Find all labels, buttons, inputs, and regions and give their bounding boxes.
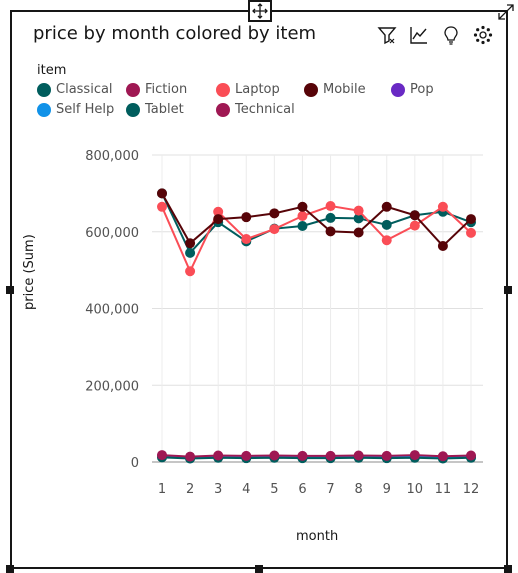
legend-swatch (216, 102, 230, 117)
settings-icon[interactable] (472, 24, 494, 46)
x-axis-label: month (296, 529, 339, 544)
legend-label: Tablet (145, 102, 184, 117)
line-chart-icon[interactable] (408, 24, 430, 46)
legend-item-tablet[interactable]: Tablet (126, 102, 184, 117)
legend-swatch (126, 102, 140, 117)
chart-title: price by month colored by item (33, 23, 317, 44)
lightbulb-icon[interactable] (440, 24, 462, 46)
legend-title: item (37, 63, 67, 78)
legend-item-classical[interactable]: Classical (37, 82, 113, 97)
legend-swatch (391, 82, 405, 97)
resize-handle-bottom-left[interactable] (6, 565, 14, 573)
legend-swatch (37, 82, 51, 97)
legend-label: Mobile (323, 82, 366, 97)
legend-label: Technical (235, 102, 295, 117)
move-icon[interactable] (248, 0, 272, 22)
y-axis-label: price (Sum) (22, 234, 37, 310)
resize-handle-bottom-right[interactable] (504, 565, 512, 573)
legend-label: Laptop (235, 82, 280, 97)
legend-item-self-help[interactable]: Self Help (37, 102, 114, 117)
legend-item-technical[interactable]: Technical (216, 102, 295, 117)
legend-label: Fiction (145, 82, 188, 97)
legend-swatch (304, 82, 318, 97)
legend-item-fiction[interactable]: Fiction (126, 82, 187, 97)
legend-swatch (37, 102, 51, 117)
legend-label: Classical (56, 82, 113, 97)
legend-item-mobile[interactable]: Mobile (304, 82, 366, 97)
legend-swatch (216, 82, 230, 97)
legend-swatch (126, 82, 140, 97)
chart-toolbar (376, 24, 494, 46)
legend-label: Pop (410, 82, 434, 97)
resize-handle-bottom[interactable] (255, 565, 263, 573)
legend-item-laptop[interactable]: Laptop (216, 82, 280, 97)
resize-handle-right[interactable] (504, 286, 512, 294)
legend-item-pop[interactable]: Pop (391, 82, 434, 97)
legend-label: Self Help (56, 102, 115, 117)
filter-icon[interactable] (376, 24, 398, 46)
expand-icon[interactable] (496, 2, 516, 22)
resize-handle-left[interactable] (6, 286, 14, 294)
